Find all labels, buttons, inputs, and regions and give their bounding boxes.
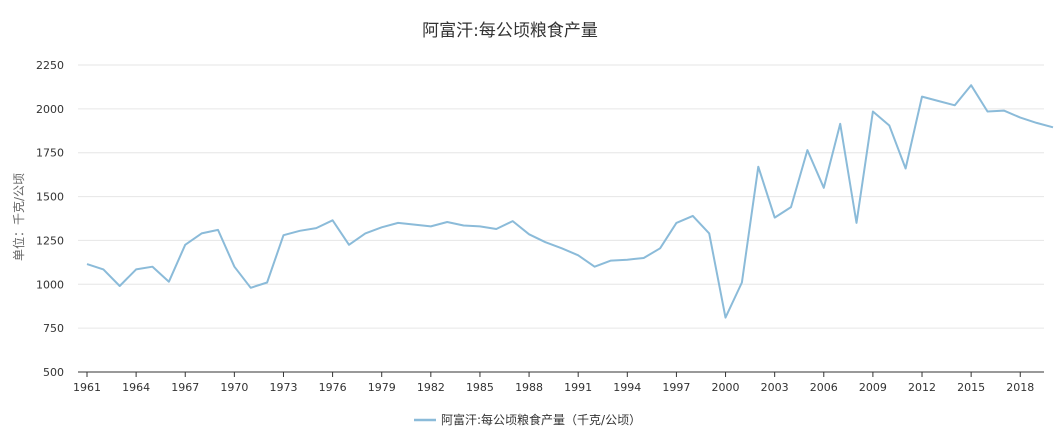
chart-title: 阿富汗:每公顷粮食产量 <box>422 21 598 41</box>
x-tick-label: 2012 <box>908 381 936 394</box>
axes <box>78 371 1044 377</box>
y-axis-label: 单位：千克/公顷 <box>11 173 26 261</box>
y-tick-label: 1750 <box>36 147 64 160</box>
x-tick-label: 2003 <box>761 381 789 394</box>
y-tick-labels: 500 750 1000 1250 1500 1750 2000 2250 <box>36 59 64 379</box>
x-tick-label: 1994 <box>613 381 641 394</box>
x-tick-label: 1970 <box>220 381 248 394</box>
x-tick-label: 1976 <box>319 381 347 394</box>
x-tick-label: 1997 <box>662 381 690 394</box>
y-tick-label: 1000 <box>36 278 64 291</box>
x-tick-label: 2018 <box>1006 381 1034 394</box>
x-tick-label: 1991 <box>564 381 592 394</box>
x-tick-label: 1979 <box>368 381 396 394</box>
y-tick-label: 1500 <box>36 191 64 204</box>
x-tick-labels: 1961 1964 1967 1970 1973 1976 1979 1982 1985 1988… <box>73 381 1034 394</box>
legend[interactable]: 阿富汗:每公顷粮食产量（千克/公顷） <box>414 412 641 427</box>
x-tick-label: 1961 <box>73 381 101 394</box>
y-tick-label: 1250 <box>36 234 64 247</box>
x-tick-label: 2009 <box>859 381 887 394</box>
x-tick-label: 1988 <box>515 381 543 394</box>
x-tick-label: 2015 <box>957 381 985 394</box>
y-tick-label: 500 <box>43 366 64 379</box>
series-line[interactable] <box>86 84 1054 319</box>
y-tick-label: 750 <box>43 322 64 335</box>
x-tick-label: 1985 <box>466 381 494 394</box>
y-tick-label: 2250 <box>36 59 64 72</box>
x-tick-label: 1964 <box>122 381 150 394</box>
series-layer <box>86 84 1054 319</box>
x-tick-label: 2006 <box>810 381 838 394</box>
y-tick-label: 2000 <box>36 103 64 116</box>
x-tick-label: 1973 <box>269 381 297 394</box>
x-tick-label: 1967 <box>171 381 199 394</box>
x-tick-label: 1982 <box>417 381 445 394</box>
legend-label: 阿富汗:每公顷粮食产量（千克/公顷） <box>441 412 641 427</box>
gridlines <box>78 64 1044 329</box>
x-tick-label: 2000 <box>712 381 740 394</box>
